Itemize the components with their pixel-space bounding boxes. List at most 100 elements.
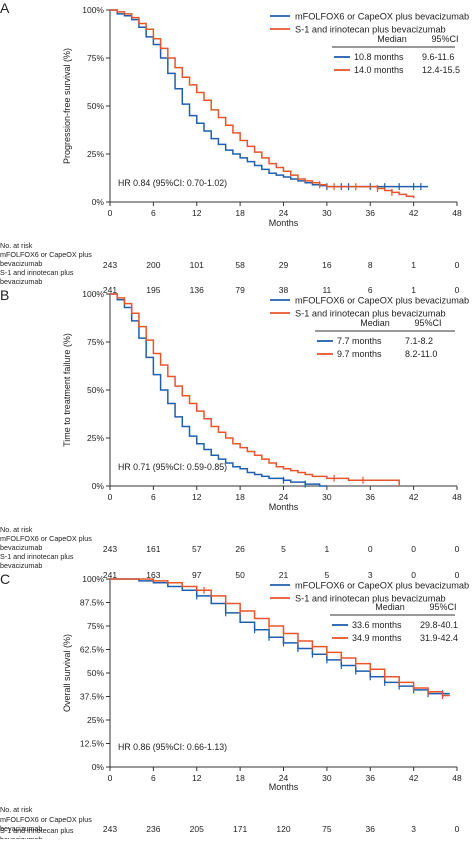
y-tick-label: 0% [92, 197, 105, 207]
at-risk-value: 5 [281, 544, 286, 554]
at-risk-label-s1: S-1 and irinotecan plus [0, 826, 74, 835]
x-tick-label: 6 [151, 208, 156, 218]
x-tick-label: 36 [366, 492, 376, 502]
x-tick-label: 18 [235, 208, 245, 218]
panel-letter: A [0, 0, 10, 16]
x-tick-label: 36 [366, 208, 376, 218]
at-risk-value: 5 [325, 570, 330, 580]
at-risk-value: 75 [322, 824, 332, 834]
at-risk-value: 236 [146, 824, 160, 834]
y-tick-label: 12.5% [80, 739, 105, 749]
y-tick-label: 100% [82, 5, 104, 15]
at-risk-value: 101 [190, 260, 204, 270]
at-risk-header: No. at risk [0, 805, 33, 814]
at-risk-value: 57 [192, 544, 202, 554]
x-tick-label: 30 [322, 492, 332, 502]
x-axis-label: Months [269, 782, 299, 792]
panel-c: C 0% 12.5% 25% 37.5% 50% 62.5% 75% 87.5% 100% 0 6 12… [0, 571, 469, 844]
y-tick-label: 75% [87, 621, 104, 631]
table-ci-value: 29.8-40.1 [420, 620, 458, 630]
table-ci-value: 12.4-15.5 [422, 65, 460, 75]
at-risk-header: No. at risk [0, 241, 33, 250]
x-tick-label: 18 [235, 773, 245, 783]
table-ci-value: 9.6-11.6 [422, 52, 454, 62]
table-median-value: 34.9 months [352, 633, 402, 643]
y-tick-label: 100% [82, 574, 104, 584]
x-tick-label: 42 [409, 492, 419, 502]
at-risk-value: 6 [368, 285, 373, 295]
at-risk-label-mfolfox: mFOLFOX6 or CapeOX plus [0, 815, 92, 824]
at-risk-label-s1: S-1 and irinotecan plus [0, 552, 74, 561]
at-risk-value: 161 [146, 544, 160, 554]
panel-a: A0%25%50%75%100%0 6 12 18 24 30 36 42 48MonthsPr… [0, 0, 469, 295]
x-tick-label: 36 [366, 773, 376, 783]
at-risk-label-s1: bevacizumab [0, 835, 42, 839]
y-tick-label: 50% [87, 101, 104, 111]
x-axis-label: Months [269, 502, 299, 512]
y-tick-label: 25% [87, 433, 104, 443]
at-risk-value: 171 [233, 824, 247, 834]
y-axis-label: Progression-free survival (%) [62, 48, 72, 164]
x-tick-label: 24 [279, 492, 289, 502]
at-risk-value: 38 [279, 285, 289, 295]
at-risk-label-s1: bevacizumab [0, 561, 42, 570]
at-risk-value: 58 [235, 260, 245, 270]
at-risk-value: 205 [190, 824, 204, 834]
legend-entry: S-1 and irinotecan plus bevacizumab [295, 309, 446, 319]
at-risk-value: 0 [455, 285, 460, 295]
y-tick-label: 0% [92, 762, 105, 772]
at-risk-value: 79 [235, 285, 245, 295]
x-axis-label: Months [269, 218, 299, 228]
at-risk-value: 16 [322, 260, 332, 270]
table-header-median: Median [375, 602, 405, 612]
legend-entry: mFOLFOX6 or CapeOX plus bevacizumab [295, 296, 469, 306]
panel-letter: B [0, 287, 9, 303]
at-risk-value: 36 [366, 824, 376, 834]
x-tick-label: 48 [452, 492, 462, 502]
at-risk-value: 195 [146, 285, 160, 295]
at-risk-label-mfolfox: bevacizumab [0, 543, 42, 552]
x-tick-label: 0 [108, 208, 113, 218]
x-tick-label: 24 [279, 208, 289, 218]
table-ci-value: 31.9-42.4 [420, 633, 458, 643]
at-risk-value: 0 [411, 570, 416, 580]
x-tick-label: 24 [279, 773, 289, 783]
x-tick-label: 12 [192, 492, 202, 502]
x-tick-label: 6 [151, 773, 156, 783]
y-tick-label: 75% [87, 53, 104, 63]
at-risk-value: 200 [146, 260, 160, 270]
table-median-value: 7.7 months [337, 336, 382, 346]
panel-letter: C [0, 571, 10, 587]
y-tick-label: 50% [87, 385, 104, 395]
y-tick-label: 25% [87, 149, 104, 159]
x-tick-label: 48 [452, 208, 462, 218]
x-tick-label: 6 [151, 492, 156, 502]
at-risk-label-mfolfox: bevacizumab [0, 259, 42, 268]
at-risk-value: 0 [455, 544, 460, 554]
at-risk-value: 1 [325, 544, 330, 554]
at-risk-value: 0 [455, 260, 460, 270]
table-ci-value: 8.2-11.0 [405, 349, 437, 359]
x-tick-label: 42 [409, 773, 419, 783]
at-risk-value: 0 [455, 824, 460, 834]
at-risk-value: 50 [235, 570, 245, 580]
y-axis-label: Time to treatment failure (%) [62, 333, 72, 447]
at-risk-value: 243 [103, 544, 117, 554]
at-risk-value: 241 [103, 570, 117, 580]
series-line-mfolfox [110, 293, 327, 487]
at-risk-value: 11 [322, 285, 331, 295]
y-tick-label: 62.5% [80, 645, 105, 655]
y-tick-label: 50% [87, 668, 104, 678]
at-risk-value: 163 [146, 570, 160, 580]
x-tick-label: 30 [322, 773, 332, 783]
table-median-value: 9.7 months [337, 349, 382, 359]
table-median-value: 10.8 months [354, 52, 404, 62]
legend-entry: mFOLFOX6 or CapeOX plus bevacizumab [295, 581, 469, 591]
at-risk-value: 29 [279, 260, 289, 270]
y-tick-label: 25% [87, 715, 104, 725]
at-risk-value: 1 [411, 285, 416, 295]
at-risk-label-mfolfox: bevacizumab [0, 824, 42, 833]
at-risk-value: 0 [411, 544, 416, 554]
at-risk-value: 3 [411, 824, 416, 834]
at-risk-value: 120 [276, 824, 290, 834]
